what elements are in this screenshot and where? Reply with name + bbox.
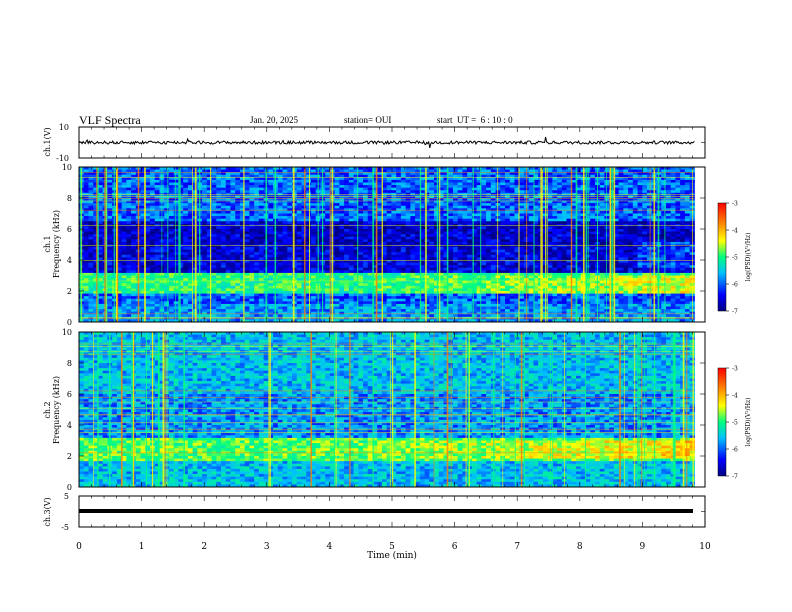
ch3-ytick-bottom: -5 xyxy=(61,523,69,532)
spec2-ytick-label: 8 xyxy=(67,359,72,368)
x-axis-label: Time (min) xyxy=(367,550,417,561)
colorbar-tick-label: -6 xyxy=(732,447,738,454)
colorbar-tick-label: -4 xyxy=(732,228,738,235)
colorbar-tick-label: -5 xyxy=(732,255,738,262)
ch2-colorbar xyxy=(717,367,727,477)
ch1-ytick-top: 10 xyxy=(59,123,69,132)
spec2-ytick-label: 2 xyxy=(67,452,72,461)
ch1-spec-ylabel: Frequency (kHz) xyxy=(52,210,61,278)
x-tick-label: 7 xyxy=(514,542,520,552)
ch1-waveform-trace xyxy=(78,136,695,149)
ch2-spec-ylabel: Frequency (kHz) xyxy=(52,376,61,444)
start-ut-label: start UT = 6 : 10 : 0 xyxy=(437,115,513,125)
ch1-spectrogram xyxy=(79,167,705,323)
colorbar-tick-label: -3 xyxy=(732,366,738,373)
x-tick-label: 3 xyxy=(264,542,270,552)
spec1-ytick-label: 0 xyxy=(67,318,72,327)
colorbar-tick-label: -4 xyxy=(732,393,738,400)
spec2-ytick-label: 4 xyxy=(67,421,72,430)
spec1-ytick-label: 4 xyxy=(67,256,72,265)
ch3-waveform-trace xyxy=(79,509,693,513)
date-label: Jan. 20, 2025 xyxy=(250,115,298,125)
x-tick-label: 6 xyxy=(452,542,458,552)
spec1-ytick-label: 6 xyxy=(67,225,72,234)
chart-title: VLF Spectra xyxy=(79,113,141,127)
spec1-ytick-label: 8 xyxy=(67,194,72,203)
x-tick-label: 9 xyxy=(640,542,646,552)
ch1-colorbar-label: log(PSD)(V²/Hz) xyxy=(745,233,752,282)
x-tick-label: 2 xyxy=(201,542,207,552)
x-tick-label: 4 xyxy=(327,542,333,552)
x-tick-label: 1 xyxy=(139,542,145,552)
station-label: station= OUI xyxy=(344,115,392,125)
colorbar-tick-label: -3 xyxy=(732,201,738,208)
x-tick-label: 0 xyxy=(76,542,82,552)
spec1-ytick-label: 10 xyxy=(62,163,72,172)
x-tick-label: 10 xyxy=(699,542,711,552)
ch3-ytick-top: 5 xyxy=(64,492,69,501)
x-tick-label: 8 xyxy=(577,542,583,552)
spec2-ytick-label: 6 xyxy=(67,390,72,399)
ch1-waveform-ylabel: ch.1(V) xyxy=(43,127,52,156)
colorbar-tick-label: -6 xyxy=(732,282,738,289)
ch2-spec-ylabel-top: ch.2 xyxy=(43,401,52,418)
colorbar-tick-label: -7 xyxy=(732,474,738,481)
ch1-ytick-bottom: -10 xyxy=(56,154,69,163)
ch2-spectrogram xyxy=(79,332,705,488)
x-tick-label: 5 xyxy=(389,542,395,552)
spec2-ytick-label: 0 xyxy=(67,483,72,492)
spec1-ytick-label: 2 xyxy=(67,287,72,296)
ch1-colorbar xyxy=(717,202,727,312)
ch3-waveform-ylabel: ch.3(V) xyxy=(43,497,52,526)
spec2-ytick-label: 10 xyxy=(62,328,72,337)
ch1-spec-ylabel-top: ch.1 xyxy=(43,235,52,252)
colorbar-tick-label: -5 xyxy=(732,420,738,427)
ch2-colorbar-label: log(PSD)(V²/Hz) xyxy=(745,398,752,447)
colorbar-tick-label: -7 xyxy=(732,309,738,316)
